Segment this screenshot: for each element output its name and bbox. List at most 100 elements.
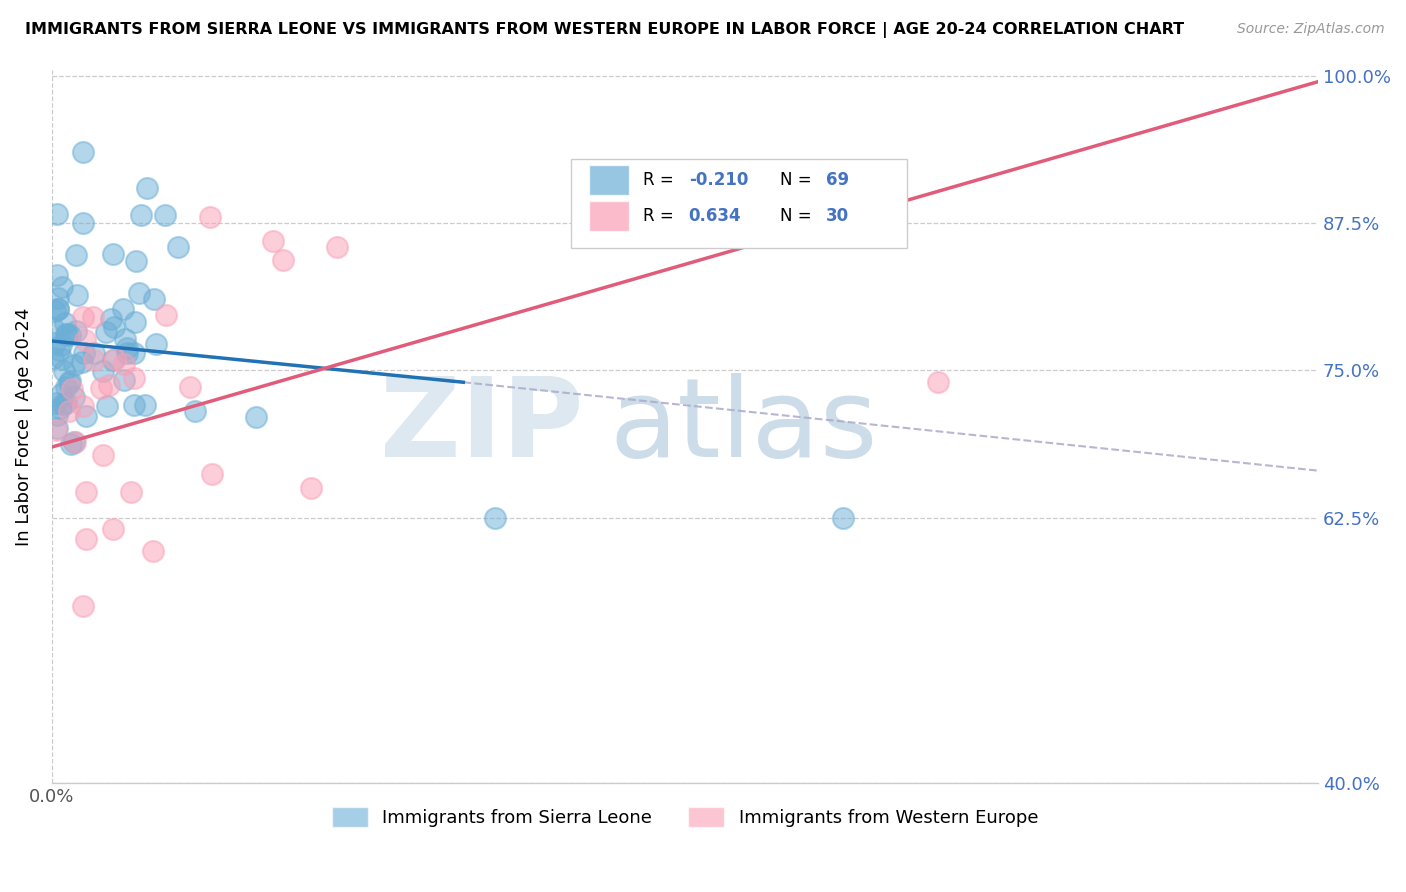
Point <box>179 380 201 394</box>
Point <box>183 404 205 418</box>
Point <box>46 291 69 305</box>
Point <box>325 240 347 254</box>
Point <box>155 308 177 322</box>
Point <box>832 510 855 524</box>
Legend: Immigrants from Sierra Leone, Immigrants from Western Europe: Immigrants from Sierra Leone, Immigrants… <box>325 799 1046 835</box>
Point <box>484 510 506 524</box>
Point <box>58 376 80 391</box>
Point <box>65 435 87 450</box>
Point <box>83 346 105 360</box>
Point <box>124 346 146 360</box>
Point <box>96 400 118 414</box>
Point <box>141 544 163 558</box>
Point <box>115 346 138 360</box>
Point <box>104 351 127 366</box>
Point <box>46 302 69 317</box>
Point <box>59 437 82 451</box>
Text: R =: R = <box>643 207 679 225</box>
Point <box>65 324 87 338</box>
Point <box>75 485 97 500</box>
Point <box>98 378 121 392</box>
Point <box>44 303 66 318</box>
Text: ZIP: ZIP <box>380 373 583 480</box>
Point <box>129 209 152 223</box>
Point <box>55 396 77 410</box>
Point <box>114 333 136 347</box>
Point <box>114 373 136 387</box>
Point <box>52 364 75 378</box>
Point <box>72 310 94 325</box>
Point <box>82 310 104 324</box>
Point <box>167 240 190 254</box>
Point <box>112 357 135 371</box>
Point <box>122 398 145 412</box>
Point <box>45 207 67 221</box>
Point <box>55 380 77 394</box>
Text: IMMIGRANTS FROM SIERRA LEONE VS IMMIGRANTS FROM WESTERN EUROPE IN LABOR FORCE | : IMMIGRANTS FROM SIERRA LEONE VS IMMIGRAN… <box>25 22 1184 38</box>
Point <box>72 216 94 230</box>
Point <box>45 408 67 422</box>
Text: atlas: atlas <box>609 373 877 480</box>
Point <box>63 390 86 404</box>
Point <box>124 370 146 384</box>
Point <box>72 354 94 368</box>
Point <box>271 253 294 268</box>
Point <box>262 234 284 248</box>
Text: N =: N = <box>780 171 817 189</box>
Point <box>124 315 146 329</box>
Point <box>56 327 79 342</box>
Point <box>49 386 72 401</box>
Point <box>48 301 70 316</box>
Point <box>73 345 96 359</box>
Point <box>59 374 82 388</box>
Point <box>145 337 167 351</box>
Point <box>49 401 72 415</box>
Point <box>63 358 86 372</box>
Point <box>198 210 221 224</box>
Point <box>72 599 94 614</box>
Point <box>143 293 166 307</box>
Text: 69: 69 <box>825 171 849 189</box>
Point <box>115 341 138 355</box>
Point <box>42 321 65 335</box>
Point <box>46 268 69 282</box>
Point <box>53 316 76 330</box>
Point <box>245 409 267 424</box>
Point <box>134 398 156 412</box>
Point <box>91 364 114 378</box>
FancyBboxPatch shape <box>589 201 630 231</box>
Point <box>94 325 117 339</box>
Point <box>75 409 97 424</box>
Point <box>60 383 83 397</box>
Point <box>42 351 65 365</box>
Text: 30: 30 <box>825 207 849 225</box>
FancyBboxPatch shape <box>571 159 907 248</box>
Point <box>101 353 124 368</box>
Point <box>75 532 97 546</box>
Point <box>45 423 67 437</box>
Point <box>128 285 150 300</box>
Point <box>201 467 224 482</box>
Point <box>58 403 80 417</box>
Text: -0.210: -0.210 <box>689 171 748 189</box>
Point <box>101 522 124 536</box>
Point <box>72 145 94 160</box>
Point <box>135 180 157 194</box>
Point <box>91 448 114 462</box>
Point <box>59 328 82 343</box>
Y-axis label: In Labor Force | Age 20-24: In Labor Force | Age 20-24 <box>15 307 32 546</box>
Point <box>66 288 89 302</box>
Point <box>101 247 124 261</box>
Point <box>83 353 105 368</box>
Point <box>62 434 84 449</box>
Point <box>51 352 73 367</box>
Point <box>299 481 322 495</box>
Point <box>153 208 176 222</box>
Point <box>103 320 125 334</box>
Point <box>90 381 112 395</box>
Point <box>48 343 70 358</box>
Point <box>72 399 94 413</box>
Point <box>65 248 87 262</box>
FancyBboxPatch shape <box>589 165 630 195</box>
Point <box>49 338 72 352</box>
